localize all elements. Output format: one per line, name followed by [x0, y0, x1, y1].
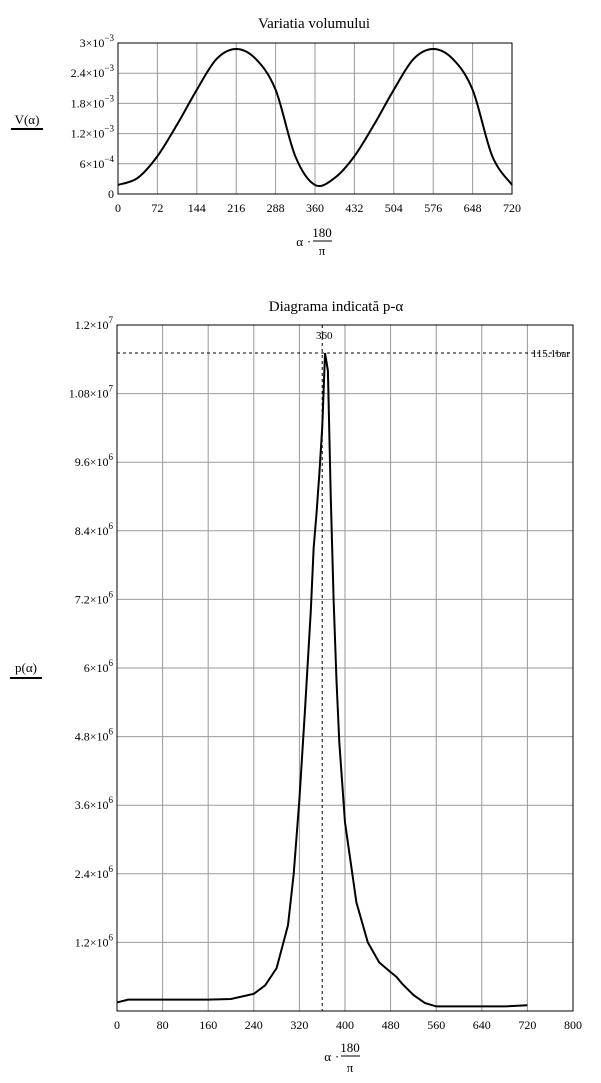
y-tick-exponent: −3 [104, 124, 114, 134]
y-tick-mantissa: 8.4×10 [75, 524, 109, 538]
plot-frame [117, 42, 513, 195]
x-axis-label-den: π [319, 243, 326, 258]
y-tick-label: 8.4×106 [75, 521, 114, 538]
x-axis-label-den: π [347, 1060, 354, 1075]
chart-title: Variatia volumului [258, 16, 370, 32]
x-tick-label: 720 [503, 201, 521, 215]
y-tick-label: 1.2×10−3 [71, 124, 115, 141]
x-tick-label: 288 [267, 201, 285, 215]
x-tick-label: 144 [188, 201, 206, 215]
x-tick-label: 576 [424, 201, 442, 215]
x-tick-label: 432 [345, 201, 363, 215]
plot-frame [116, 324, 574, 1012]
y-tick-exponent: 6 [109, 521, 114, 531]
y-tick-label: 4.8×106 [75, 727, 114, 744]
y-tick-mantissa: 6×10 [84, 661, 109, 675]
y-tick-mantissa: 1.2×10 [71, 127, 105, 141]
y-tick-label: 1.2×107 [75, 315, 114, 332]
y-tick-exponent: 6 [109, 589, 114, 599]
y-tick-exponent: 7 [109, 384, 114, 394]
chart-title: Diagrama indicată p-α [269, 299, 404, 315]
x-axis-label: α · 180 π [296, 225, 332, 258]
y-tick-mantissa: 4.8×10 [75, 730, 109, 744]
x-tick-labels: 0 72 144 216 288 360 432 504 576 648 720 [115, 201, 521, 215]
y-tick-mantissa: 6×10 [80, 157, 105, 171]
marker-annotation: 360 [316, 330, 333, 342]
x-tick-label: 216 [227, 201, 245, 215]
y-tick-mantissa: 1.2×10 [75, 318, 109, 332]
y-tick-exponent: 6 [109, 864, 114, 874]
y-tick-mantissa: 2.4×10 [71, 66, 105, 80]
y-tick-exponent: 6 [109, 727, 114, 737]
y-tick-mantissa: 1.8×10 [71, 96, 105, 110]
x-tick-label: 240 [245, 1018, 263, 1032]
x-axis-label: α · 180 π [324, 1040, 360, 1075]
series-line [116, 352, 528, 1008]
x-axis-label-num: 180 [340, 1040, 360, 1055]
y-tick-label: 9.6×106 [75, 452, 114, 469]
y-tick-label: 2.4×106 [75, 864, 114, 881]
x-tick-labels: 0 80 160 240 320 400 480 560 640 720 800 [114, 1018, 582, 1032]
x-tick-label: 648 [464, 201, 482, 215]
x-axis-label-dot: · [335, 1049, 339, 1064]
x-tick-label: 720 [518, 1018, 536, 1032]
y-tick-mantissa: 0 [108, 187, 114, 201]
y-tick-exponent: 7 [109, 315, 114, 325]
x-tick-label: 504 [385, 201, 403, 215]
x-axis-label-var: α [296, 234, 303, 249]
y-tick-label: 1.08×107 [69, 384, 114, 401]
y-tick-label: 7.2×106 [75, 589, 114, 606]
x-tick-label: 320 [290, 1018, 308, 1032]
x-tick-label: 800 [564, 1018, 582, 1032]
x-tick-label: 80 [157, 1018, 169, 1032]
y-tick-mantissa: 3.6×10 [75, 798, 109, 812]
y-tick-exponent: 6 [109, 932, 114, 942]
x-tick-label: 560 [427, 1018, 445, 1032]
y-tick-label: 1.2×106 [75, 932, 114, 949]
x-axis-label-var: α [324, 1049, 331, 1064]
x-tick-label: 160 [199, 1018, 217, 1032]
series-line [117, 48, 513, 188]
y-tick-label: 1.8×10−3 [71, 93, 115, 110]
y-tick-mantissa: 3×10 [80, 36, 105, 50]
volume-chart: Variatia volumului 0 72 144 216 288 360 432 504… [11, 16, 521, 258]
y-tick-exponent: −3 [104, 63, 114, 73]
y-tick-mantissa: 1.08×10 [69, 387, 109, 401]
x-tick-label: 0 [115, 201, 121, 215]
y-tick-mantissa: 7.2×10 [75, 592, 109, 606]
grid [116, 324, 574, 1011]
y-tick-label: 0 [108, 187, 114, 201]
y-axis-label: V(α) [15, 112, 40, 127]
y-tick-exponent: −3 [104, 33, 114, 43]
y-tick-labels: 1.2×1062.4×1063.6×1064.8×1066×1067.2×106… [69, 315, 114, 949]
peak-annotation: 115.1bar [532, 348, 571, 360]
x-tick-label: 72 [151, 201, 163, 215]
y-tick-label: 3.6×106 [75, 795, 114, 812]
y-tick-label: 3×10−3 [80, 33, 115, 50]
y-tick-exponent: 6 [109, 452, 114, 462]
x-tick-label: 0 [114, 1018, 120, 1032]
y-tick-mantissa: 2.4×10 [75, 867, 109, 881]
y-tick-label: 6×10−4 [80, 154, 115, 171]
x-axis-label-dot: · [307, 234, 311, 249]
x-tick-label: 400 [336, 1018, 354, 1032]
x-axis-label-num: 180 [312, 225, 332, 240]
y-tick-exponent: −3 [104, 93, 114, 103]
x-tick-label: 360 [306, 201, 324, 215]
y-tick-exponent: 6 [109, 658, 114, 668]
y-tick-mantissa: 1.2×10 [75, 935, 109, 949]
y-tick-exponent: 6 [109, 795, 114, 805]
y-tick-labels: 06×10−41.2×10−31.8×10−32.4×10−33×10−3 [71, 33, 115, 201]
y-tick-label: 2.4×10−3 [71, 63, 115, 80]
y-tick-exponent: −4 [104, 154, 114, 164]
y-tick-mantissa: 9.6×10 [75, 455, 109, 469]
y-tick-label: 6×106 [84, 658, 114, 675]
y-axis-label: p(α) [15, 660, 37, 675]
x-tick-label: 480 [382, 1018, 400, 1032]
x-tick-label: 640 [473, 1018, 491, 1032]
